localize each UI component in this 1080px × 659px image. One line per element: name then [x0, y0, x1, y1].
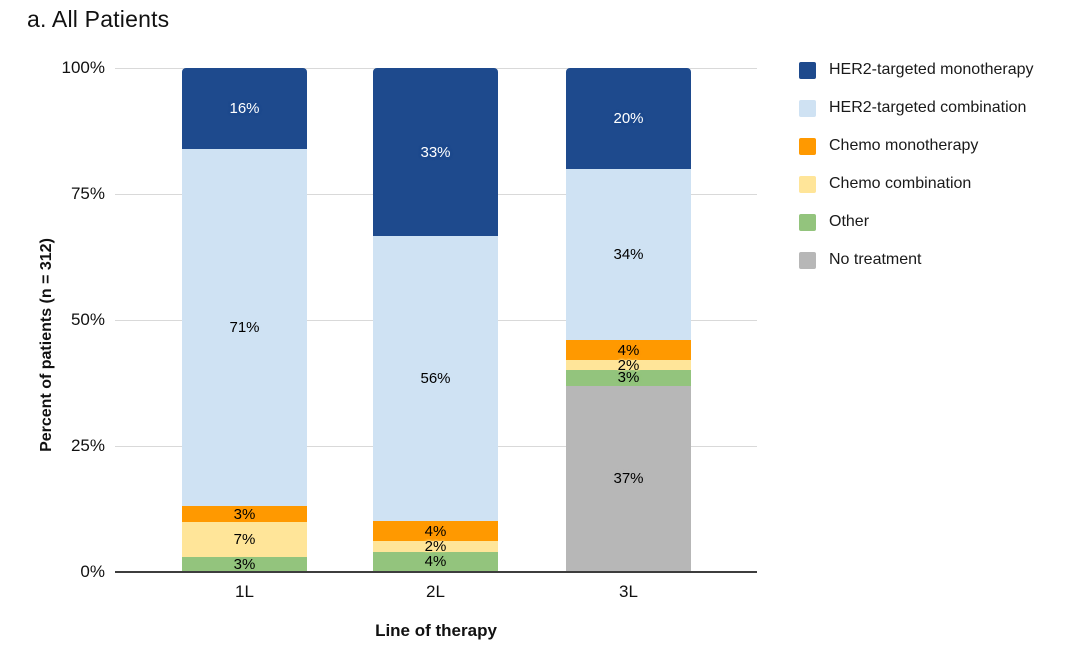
segment-value-label: 7% — [233, 530, 256, 548]
legend-item-her2-targeted-monotherapy: HER2-targeted monotherapy — [799, 61, 1034, 79]
y-tick-label-75%: 75% — [70, 184, 105, 203]
legend-swatch-icon — [799, 137, 816, 155]
segment-3L-her2-targeted-monotherapy: 20% — [566, 68, 691, 169]
segment-value-label: 34% — [613, 245, 644, 263]
legend-swatch-icon — [799, 251, 816, 269]
y-tick-label-0%: 0% — [80, 562, 105, 581]
segment-value-label: 3% — [233, 555, 256, 573]
x-axis-baseline — [115, 571, 757, 573]
bar-2L: 33% 56% 4% 2% 4% — [373, 68, 498, 572]
segment-2L-other: 4% — [373, 551, 498, 572]
legend-label: No treatment — [829, 251, 922, 268]
plot-area: 16% 71% 3% 7% 3% 1L 33% 56% 4% 2% 4% 2L 20% 34% 4% 2% 3%… — [115, 68, 757, 601]
bar-1L: 16% 71% 3% 7% 3% — [182, 68, 307, 572]
segment-value-label: 56% — [420, 370, 451, 388]
legend-item-chemo-monotherapy: Chemo monotherapy — [799, 137, 1034, 155]
legend-label: HER2-targeted monotherapy — [829, 61, 1034, 78]
segment-1L-chemo-combination: 7% — [182, 521, 307, 557]
x-tick-label-2L: 2L — [426, 582, 445, 601]
segment-value-label: 33% — [420, 143, 451, 161]
legend-label: Chemo combination — [829, 175, 972, 192]
segment-1L-her2-targeted-monotherapy: 16% — [182, 68, 307, 149]
segment-1L-her2-targeted-combination: 71% — [182, 148, 307, 507]
chart-title: a. All Patients — [27, 6, 170, 32]
legend: HER2-targeted monotherapy HER2-targeted c… — [799, 61, 1034, 289]
legend-item-other: Other — [799, 213, 1034, 231]
y-tick-label-100%: 100% — [61, 58, 105, 77]
segment-3L-chemo-combination: 2% — [566, 356, 691, 374]
segment-value-label: 37% — [613, 470, 644, 488]
segment-value-label: 4% — [424, 553, 447, 571]
legend-label: HER2-targeted combination — [829, 99, 1027, 116]
bar-3L: 20% 34% 4% 2% 3% 37% — [566, 68, 691, 572]
segment-value-label: 20% — [613, 109, 644, 127]
segment-value-label: 16% — [229, 99, 260, 117]
segment-value-label: 3% — [233, 505, 256, 523]
legend-item-chemo-combination: Chemo combination — [799, 175, 1034, 193]
segment-value-label: 4% — [617, 341, 640, 359]
legend-item-her2-targeted-combination: HER2-targeted combination — [799, 99, 1034, 117]
segment-value-label: 2% — [617, 356, 640, 374]
legend-swatch-icon — [799, 61, 816, 79]
legend-swatch-icon — [799, 175, 816, 193]
segment-3L-other: 3% — [566, 369, 691, 387]
segment-value-label: 4% — [424, 522, 447, 540]
y-tick-label-50%: 50% — [70, 310, 105, 329]
y-axis-tick-labels: 0% 25% 50% 75% 100% — [0, 59, 105, 581]
segment-value-label: 3% — [617, 369, 640, 387]
segment-3L-her2-targeted-combination: 34% — [566, 168, 691, 341]
legend-label: Other — [829, 213, 870, 230]
x-tick-label-3L: 3L — [619, 582, 638, 601]
segment-2L-her2-targeted-combination: 56% — [373, 236, 498, 522]
segment-value-label: 71% — [229, 319, 260, 337]
x-axis-title: Line of therapy — [375, 621, 497, 640]
segment-1L-other: 3% — [182, 555, 307, 573]
legend-swatch-icon — [799, 213, 816, 231]
legend-label: Chemo monotherapy — [829, 137, 979, 154]
segment-2L-her2-targeted-monotherapy: 33% — [373, 68, 498, 236]
segment-value-label: 2% — [424, 538, 447, 556]
segment-2L-chemo-monotherapy: 4% — [373, 521, 498, 542]
segment-3L-chemo-monotherapy: 4% — [566, 340, 691, 361]
legend-item-no-treatment: No treatment — [799, 251, 1034, 269]
segment-3L-no-treatment: 37% — [566, 385, 691, 572]
legend-swatch-icon — [799, 99, 816, 117]
segment-2L-chemo-combination: 2% — [373, 538, 498, 556]
x-tick-label-1L: 1L — [235, 582, 254, 601]
y-tick-label-25%: 25% — [70, 436, 105, 455]
segment-1L-chemo-monotherapy: 3% — [182, 505, 307, 523]
